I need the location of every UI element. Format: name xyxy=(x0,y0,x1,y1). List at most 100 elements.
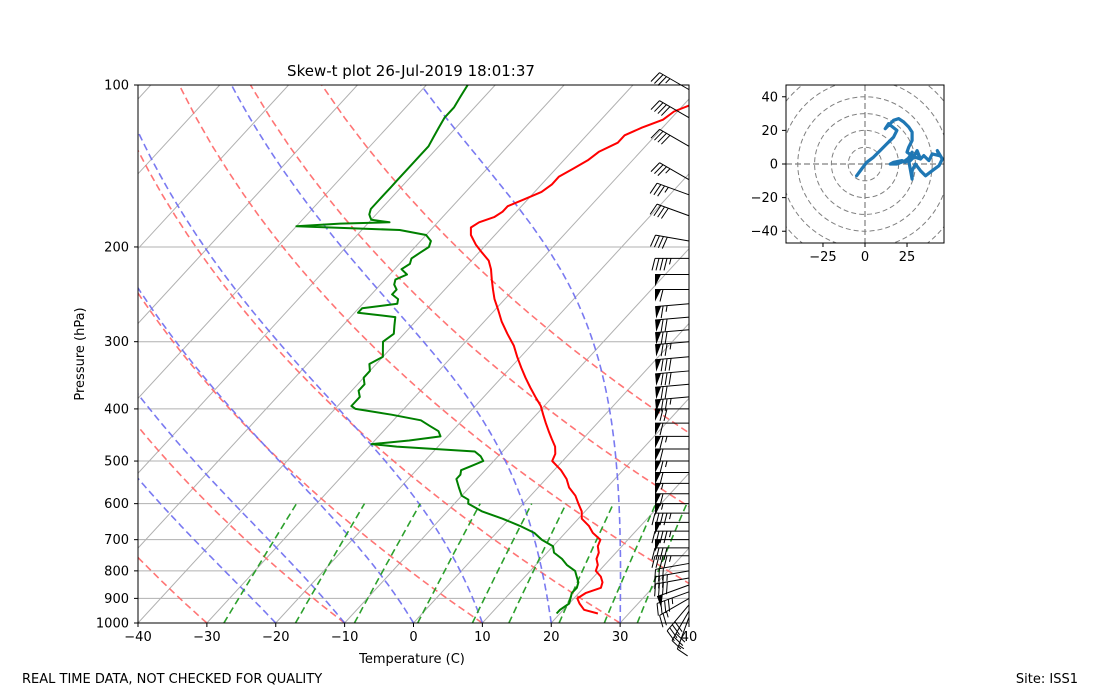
y-tick-label: 600 xyxy=(104,497,129,512)
dry-adiabat xyxy=(178,85,689,585)
wind-barb xyxy=(655,448,689,462)
moist-adiabat xyxy=(138,392,346,623)
plot-frame xyxy=(137,84,690,624)
x-tick-label: −20 xyxy=(262,630,289,645)
isotherm-gridline xyxy=(344,247,689,623)
wind-barb xyxy=(650,162,690,181)
isotherm-gridline xyxy=(138,85,427,400)
y-axis-label: Pressure (hPa) xyxy=(73,307,88,400)
site-label: Site: ISS1 xyxy=(1015,672,1078,687)
moist-adiabat xyxy=(420,85,622,623)
wind-barb xyxy=(655,435,689,449)
wind-barb xyxy=(655,383,690,400)
dry-adiabat xyxy=(138,556,208,623)
mixing-ratio-line xyxy=(223,503,298,623)
wind-barb xyxy=(655,460,689,474)
wind-barb xyxy=(651,547,689,560)
moist-adiabat xyxy=(138,477,277,623)
y-tick-label: 700 xyxy=(104,533,129,548)
x-tick-label: −10 xyxy=(331,630,358,645)
wind-barb xyxy=(655,471,689,485)
wind-barb xyxy=(650,234,690,249)
hodograph-y-tick-label: 20 xyxy=(761,124,778,139)
hodograph-x-tick-label: 0 xyxy=(861,250,869,265)
x-tick-label: 30 xyxy=(612,630,629,645)
isotherm-gridline xyxy=(688,622,689,623)
mixing-ratio-line xyxy=(603,503,657,623)
y-tick-label: 800 xyxy=(104,564,129,579)
wind-barb xyxy=(659,597,690,628)
wind-barb xyxy=(656,584,690,608)
dry-adiabat xyxy=(249,85,689,508)
wind-barb xyxy=(655,422,689,436)
wind-barb xyxy=(655,329,690,345)
wind-barb xyxy=(649,203,690,219)
wind-barb xyxy=(650,100,690,119)
wind-barb xyxy=(666,604,690,642)
wind-barb xyxy=(651,512,689,526)
x-tick-label: 10 xyxy=(474,630,491,645)
isotherm-gridline xyxy=(619,547,689,623)
x-tick-label: 40 xyxy=(681,630,698,645)
wind-barb xyxy=(650,128,690,147)
isotherm-gridline xyxy=(275,173,689,623)
chart-title: Skew-t plot 26-Jul-2019 18:01:37 xyxy=(287,62,535,80)
hodograph-x-tick-label: −25 xyxy=(809,250,836,265)
y-tick-label: 900 xyxy=(104,592,129,607)
wind-barb xyxy=(655,316,690,332)
hodograph-trace xyxy=(854,116,944,181)
moist-adiabat xyxy=(138,129,484,623)
wind-barb xyxy=(655,493,689,506)
moist-adiabat xyxy=(138,286,415,623)
isotherm-gridline xyxy=(138,85,565,549)
wind-barb xyxy=(654,562,690,582)
dewpoint-profile xyxy=(295,85,580,615)
wind-barb xyxy=(654,570,690,590)
wind-barb xyxy=(654,577,690,597)
isotherm-gridline xyxy=(413,322,689,623)
mixing-ratio-line xyxy=(558,503,615,623)
wind-barb xyxy=(655,289,689,302)
wind-barb xyxy=(655,273,689,287)
isotherm-gridline xyxy=(138,85,634,623)
isotherm-gridline xyxy=(138,85,496,475)
hodograph-y-tick-label: 40 xyxy=(761,90,778,105)
wind-barb xyxy=(650,72,690,91)
mixing-ratio-line xyxy=(294,503,366,623)
y-tick-label: 200 xyxy=(104,240,129,255)
wind-barb xyxy=(655,356,690,372)
y-tick-label: 500 xyxy=(104,455,129,470)
dry-adiabat xyxy=(321,85,689,434)
mixing-ratio-line xyxy=(636,503,688,623)
dry-adiabat xyxy=(138,425,346,623)
isotherm-gridline xyxy=(550,472,689,623)
wind-barb xyxy=(651,530,689,544)
dry-adiabat xyxy=(138,291,483,623)
mixing-ratio-line xyxy=(353,503,421,623)
dry-adiabat xyxy=(138,148,621,623)
wind-barb xyxy=(676,616,690,657)
wind-barb xyxy=(655,341,690,357)
wind-barb xyxy=(651,555,689,568)
mixing-ratio-line xyxy=(416,503,481,623)
hodograph-x-tick-label: 25 xyxy=(899,250,916,265)
y-tick-label: 100 xyxy=(104,79,129,94)
y-tick-label: 400 xyxy=(104,402,129,417)
x-axis-label: Temperature (C) xyxy=(358,652,465,667)
temperature-profile xyxy=(469,104,689,615)
wind-barb xyxy=(649,182,690,197)
y-tick-label: 300 xyxy=(104,335,129,350)
x-tick-label: −40 xyxy=(124,630,151,645)
hodograph-y-tick-label: 0 xyxy=(770,158,778,173)
wind-barb xyxy=(655,408,689,422)
x-tick-label: 20 xyxy=(543,630,560,645)
isotherm-gridline xyxy=(0,85,82,623)
mixing-ratio-line xyxy=(508,503,567,623)
isotherm-gridline xyxy=(138,85,289,250)
quality-disclaimer: REAL TIME DATA, NOT CHECKED FOR QUALITY xyxy=(22,672,323,687)
wind-barb xyxy=(655,303,690,319)
x-tick-label: 0 xyxy=(409,630,417,645)
x-tick-label: −30 xyxy=(193,630,220,645)
wind-barb xyxy=(656,591,690,616)
wind-barb xyxy=(655,396,690,412)
